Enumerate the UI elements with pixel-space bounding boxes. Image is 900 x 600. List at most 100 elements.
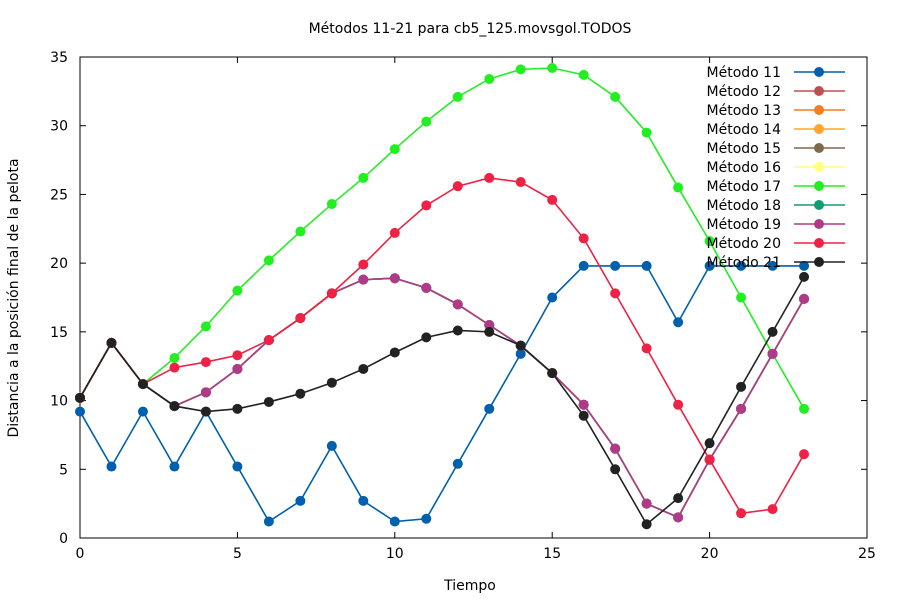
data-point-metodo-21 xyxy=(75,392,85,403)
data-point-metodo-20 xyxy=(452,181,463,192)
data-point-metodo-21 xyxy=(358,363,369,374)
data-point-metodo-19 xyxy=(610,443,621,454)
legend-item-metodo-18: Método 18 xyxy=(707,198,845,214)
data-point-metodo-20 xyxy=(736,508,747,519)
data-point-metodo-11 xyxy=(547,292,558,303)
data-point-metodo-11 xyxy=(358,495,369,506)
series-line-metodo-17 xyxy=(79,67,805,410)
data-point-metodo-19 xyxy=(421,282,432,293)
legend-label: Método 11 xyxy=(707,65,781,81)
data-point-metodo-17 xyxy=(610,91,621,102)
data-point-metodo-21 xyxy=(452,325,463,336)
series-metodo-19 xyxy=(75,273,810,523)
legend-label: Método 12 xyxy=(707,84,781,100)
data-point-metodo-20 xyxy=(641,343,652,354)
data-point-metodo-21 xyxy=(641,519,652,530)
data-point-metodo-17 xyxy=(358,172,369,183)
data-point-metodo-20 xyxy=(421,200,432,211)
series-line-metodo-19 xyxy=(79,277,805,519)
data-point-metodo-20 xyxy=(610,288,621,299)
data-point-metodo-20 xyxy=(200,357,211,368)
data-point-metodo-21 xyxy=(169,401,180,412)
data-point-metodo-19 xyxy=(736,403,747,414)
legend-point-swatch xyxy=(814,86,824,96)
legend-item-metodo-11: Método 11 xyxy=(707,65,845,81)
data-point-metodo-21 xyxy=(106,337,117,348)
legend: Método 11 Método 12 Método 13 Método 14 Méto… xyxy=(707,65,845,271)
series-line-metodo-15 xyxy=(79,277,805,519)
legend-label: Método 20 xyxy=(707,236,781,252)
data-point-metodo-11 xyxy=(578,260,589,271)
series-metodo-15 xyxy=(75,273,810,523)
legend-item-metodo-19: Método 19 xyxy=(707,217,845,233)
legend-item-metodo-14: Método 14 xyxy=(707,122,845,138)
data-point-metodo-21 xyxy=(263,396,274,407)
series-line-metodo-13 xyxy=(79,277,805,519)
x-axis-title: Tiempo xyxy=(443,578,496,594)
legend-item-metodo-16: Método 16 xyxy=(707,160,845,176)
data-point-metodo-21 xyxy=(326,377,337,388)
data-point-metodo-20 xyxy=(799,449,810,460)
data-point-metodo-11 xyxy=(767,260,778,271)
data-point-metodo-20 xyxy=(484,172,495,183)
data-point-metodo-20 xyxy=(232,350,243,361)
data-point-metodo-19 xyxy=(452,299,463,310)
y-tick-label: 5 xyxy=(59,462,68,478)
x-tick-label: 10 xyxy=(386,546,404,562)
data-point-metodo-19 xyxy=(673,512,684,523)
data-point-metodo-19 xyxy=(484,319,495,330)
data-point-metodo-20 xyxy=(326,288,337,299)
data-point-metodo-19 xyxy=(799,293,810,304)
legend-point-swatch xyxy=(814,124,824,134)
legend-point-swatch xyxy=(814,67,824,77)
series-line-metodo-21 xyxy=(79,276,805,526)
data-point-metodo-17 xyxy=(232,285,243,296)
legend-point-swatch xyxy=(814,105,824,115)
series-layer xyxy=(75,62,810,530)
series-metodo-12 xyxy=(75,273,810,523)
series-line-metodo-16 xyxy=(79,277,805,519)
data-point-metodo-11 xyxy=(799,260,810,271)
legend-label: Método 17 xyxy=(707,179,781,195)
data-point-metodo-21 xyxy=(137,379,148,390)
data-point-metodo-11 xyxy=(452,458,463,469)
legend-point-swatch xyxy=(814,238,824,248)
data-point-metodo-21 xyxy=(389,347,400,358)
data-point-metodo-11 xyxy=(704,260,715,271)
data-point-metodo-11 xyxy=(137,406,148,417)
data-point-metodo-17 xyxy=(736,292,747,303)
chart-title: Métodos 11-21 para cb5_125.movsgol.TODOS xyxy=(309,21,632,37)
data-point-metodo-17 xyxy=(673,182,684,193)
data-point-metodo-20 xyxy=(389,227,400,238)
data-point-metodo-21 xyxy=(295,388,306,399)
legend-point-swatch xyxy=(814,200,824,210)
legend-item-metodo-12: Método 12 xyxy=(707,84,845,100)
legend-label: Método 16 xyxy=(707,160,782,176)
data-point-metodo-19 xyxy=(767,348,778,359)
series-metodo-18 xyxy=(75,273,810,523)
data-point-metodo-21 xyxy=(799,271,810,282)
data-point-metodo-20 xyxy=(169,362,180,373)
data-point-metodo-11 xyxy=(673,317,684,328)
legend-label: Método 18 xyxy=(707,198,781,214)
data-point-metodo-17 xyxy=(263,255,274,266)
series-line-metodo-14 xyxy=(79,277,805,519)
data-point-metodo-20 xyxy=(358,259,369,270)
axis-ticks: 0 5 10 15 20 25 0 5 10 15 20 25 30 35 xyxy=(50,50,876,562)
data-point-metodo-17 xyxy=(641,127,652,138)
data-point-metodo-21 xyxy=(736,381,747,392)
y-tick-label: 10 xyxy=(50,394,68,410)
y-tick-label: 25 xyxy=(50,187,68,203)
legend-label: Método 14 xyxy=(707,122,782,138)
legend-item-metodo-15: Método 15 xyxy=(707,141,845,157)
data-point-metodo-11 xyxy=(295,495,306,506)
data-point-metodo-20 xyxy=(515,177,526,188)
data-point-metodo-21 xyxy=(484,326,495,337)
y-tick-label: 20 xyxy=(50,256,68,272)
legend-item-metodo-21: Método 21 xyxy=(707,255,845,271)
legend-item-metodo-20: Método 20 xyxy=(707,236,845,252)
series-line-metodo-11 xyxy=(79,265,805,523)
data-point-metodo-20 xyxy=(673,399,684,410)
